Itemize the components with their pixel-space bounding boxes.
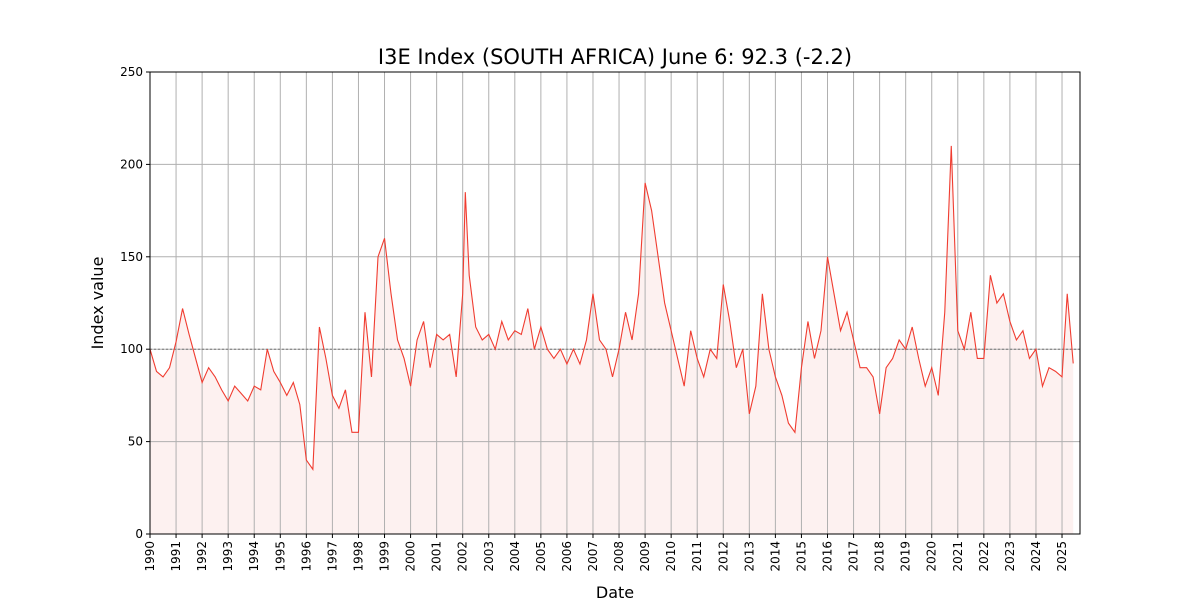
x-tick-label: 1993 — [221, 541, 235, 572]
x-tick-label: 2003 — [482, 541, 496, 572]
x-tick-label: 2013 — [742, 541, 756, 572]
x-tick-label: 2017 — [847, 541, 861, 572]
x-tick-label: 1995 — [273, 541, 287, 572]
y-tick-label: 200 — [120, 157, 143, 171]
x-tick-label: 2018 — [873, 541, 887, 572]
y-tick-label: 250 — [120, 65, 143, 79]
x-tick-label: 1994 — [247, 541, 261, 572]
x-tick-label: 1999 — [378, 541, 392, 572]
x-tick-label: 2016 — [821, 541, 835, 572]
y-tick-label: 50 — [128, 435, 143, 449]
x-tick-label: 2014 — [768, 541, 782, 572]
x-tick-label: 2019 — [899, 541, 913, 572]
y-tick-label: 100 — [120, 342, 143, 356]
area — [150, 145, 1074, 535]
x-tick-label: 2001 — [430, 541, 444, 572]
x-tick-label: 1990 — [143, 541, 157, 572]
x-tick-label: 2023 — [1003, 541, 1017, 572]
x-tick-label: 2021 — [951, 541, 965, 572]
x-tick-label: 1996 — [299, 541, 313, 572]
x-tick-label: 2008 — [612, 541, 626, 572]
x-tick-label: 2024 — [1029, 541, 1043, 572]
x-tick-label: 2006 — [560, 541, 574, 572]
x-tick-label: 1991 — [169, 541, 183, 572]
y-tick-label: 0 — [135, 527, 143, 541]
x-tick-label: 1992 — [195, 541, 209, 572]
x-tick-label: 2009 — [638, 541, 652, 572]
x-tick-label: 2011 — [690, 541, 704, 572]
y-tick-label: 150 — [120, 250, 143, 264]
x-tick-label: 2015 — [794, 541, 808, 572]
x-tick-label: 2004 — [508, 541, 522, 572]
x-tick-label: 2010 — [664, 541, 678, 572]
x-axis-label: Date — [596, 583, 634, 600]
x-tick-label: 2002 — [456, 541, 470, 572]
x-tick-label: 2000 — [404, 541, 418, 572]
x-tick-label: 2022 — [977, 541, 991, 572]
x-tick-label: 2020 — [925, 541, 939, 572]
y-axis-label: Index value — [88, 257, 107, 350]
x-tick-label: 2005 — [534, 541, 548, 572]
x-tick-label: 2012 — [716, 541, 730, 572]
x-tick-label: 1998 — [351, 541, 365, 572]
x-tick-label: 2025 — [1055, 541, 1069, 572]
line — [149, 145, 1074, 471]
chart-title: I3E Index (SOUTH AFRICA) June 6: 92.3 (-… — [378, 45, 852, 69]
plot-frame — [149, 71, 1081, 535]
x-tick-label: 1997 — [325, 541, 339, 572]
x-tick-label: 2007 — [586, 541, 600, 572]
